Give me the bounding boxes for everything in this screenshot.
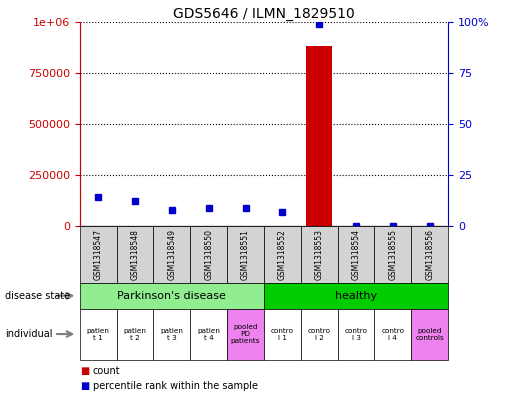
Text: GSM1318556: GSM1318556 [425,229,434,280]
Bar [153,309,191,360]
Text: GSM1318549: GSM1318549 [167,229,176,280]
Text: GSM1318548: GSM1318548 [131,229,140,280]
Bar [153,226,191,283]
Text: contro
l 2: contro l 2 [307,327,331,341]
Bar [338,226,374,283]
Bar [306,46,332,226]
Bar [338,309,374,360]
Text: pooled
controls: pooled controls [415,327,444,341]
Text: GSM1318553: GSM1318553 [315,229,323,280]
Text: patien
t 3: patien t 3 [161,327,183,341]
Bar [411,309,448,360]
Text: count: count [93,366,121,376]
Bar [80,309,116,360]
Text: healthy: healthy [335,291,377,301]
Bar [301,226,338,283]
Bar [301,309,338,360]
Text: contro
l 3: contro l 3 [345,327,368,341]
Text: GSM1318550: GSM1318550 [204,229,213,280]
Text: GSM1318554: GSM1318554 [352,229,360,280]
Title: GDS5646 / ILMN_1829510: GDS5646 / ILMN_1829510 [173,7,355,20]
Text: pooled
PD
patients: pooled PD patients [231,324,260,344]
Bar [264,283,448,309]
Bar [264,226,301,283]
Text: GSM1318547: GSM1318547 [94,229,102,280]
Text: patien
t 2: patien t 2 [124,327,146,341]
Bar [411,226,448,283]
Text: ■: ■ [80,366,89,376]
Text: contro
l 4: contro l 4 [381,327,404,341]
Bar [374,226,411,283]
Text: GSM1318555: GSM1318555 [388,229,397,280]
Text: ■: ■ [80,381,89,391]
Text: patien
t 1: patien t 1 [87,327,110,341]
Text: patien
t 4: patien t 4 [197,327,220,341]
Text: individual: individual [5,329,53,339]
Bar [191,226,227,283]
Bar [80,283,264,309]
Bar [374,309,411,360]
Bar [116,309,153,360]
Bar [191,309,227,360]
Bar [264,309,301,360]
Text: GSM1318552: GSM1318552 [278,229,287,280]
Bar [227,309,264,360]
Text: GSM1318551: GSM1318551 [241,229,250,280]
Text: disease state: disease state [5,291,70,301]
Bar [80,226,116,283]
Text: contro
l 1: contro l 1 [271,327,294,341]
Text: percentile rank within the sample: percentile rank within the sample [93,381,258,391]
Bar [116,226,153,283]
Bar [227,226,264,283]
Text: Parkinson's disease: Parkinson's disease [117,291,226,301]
